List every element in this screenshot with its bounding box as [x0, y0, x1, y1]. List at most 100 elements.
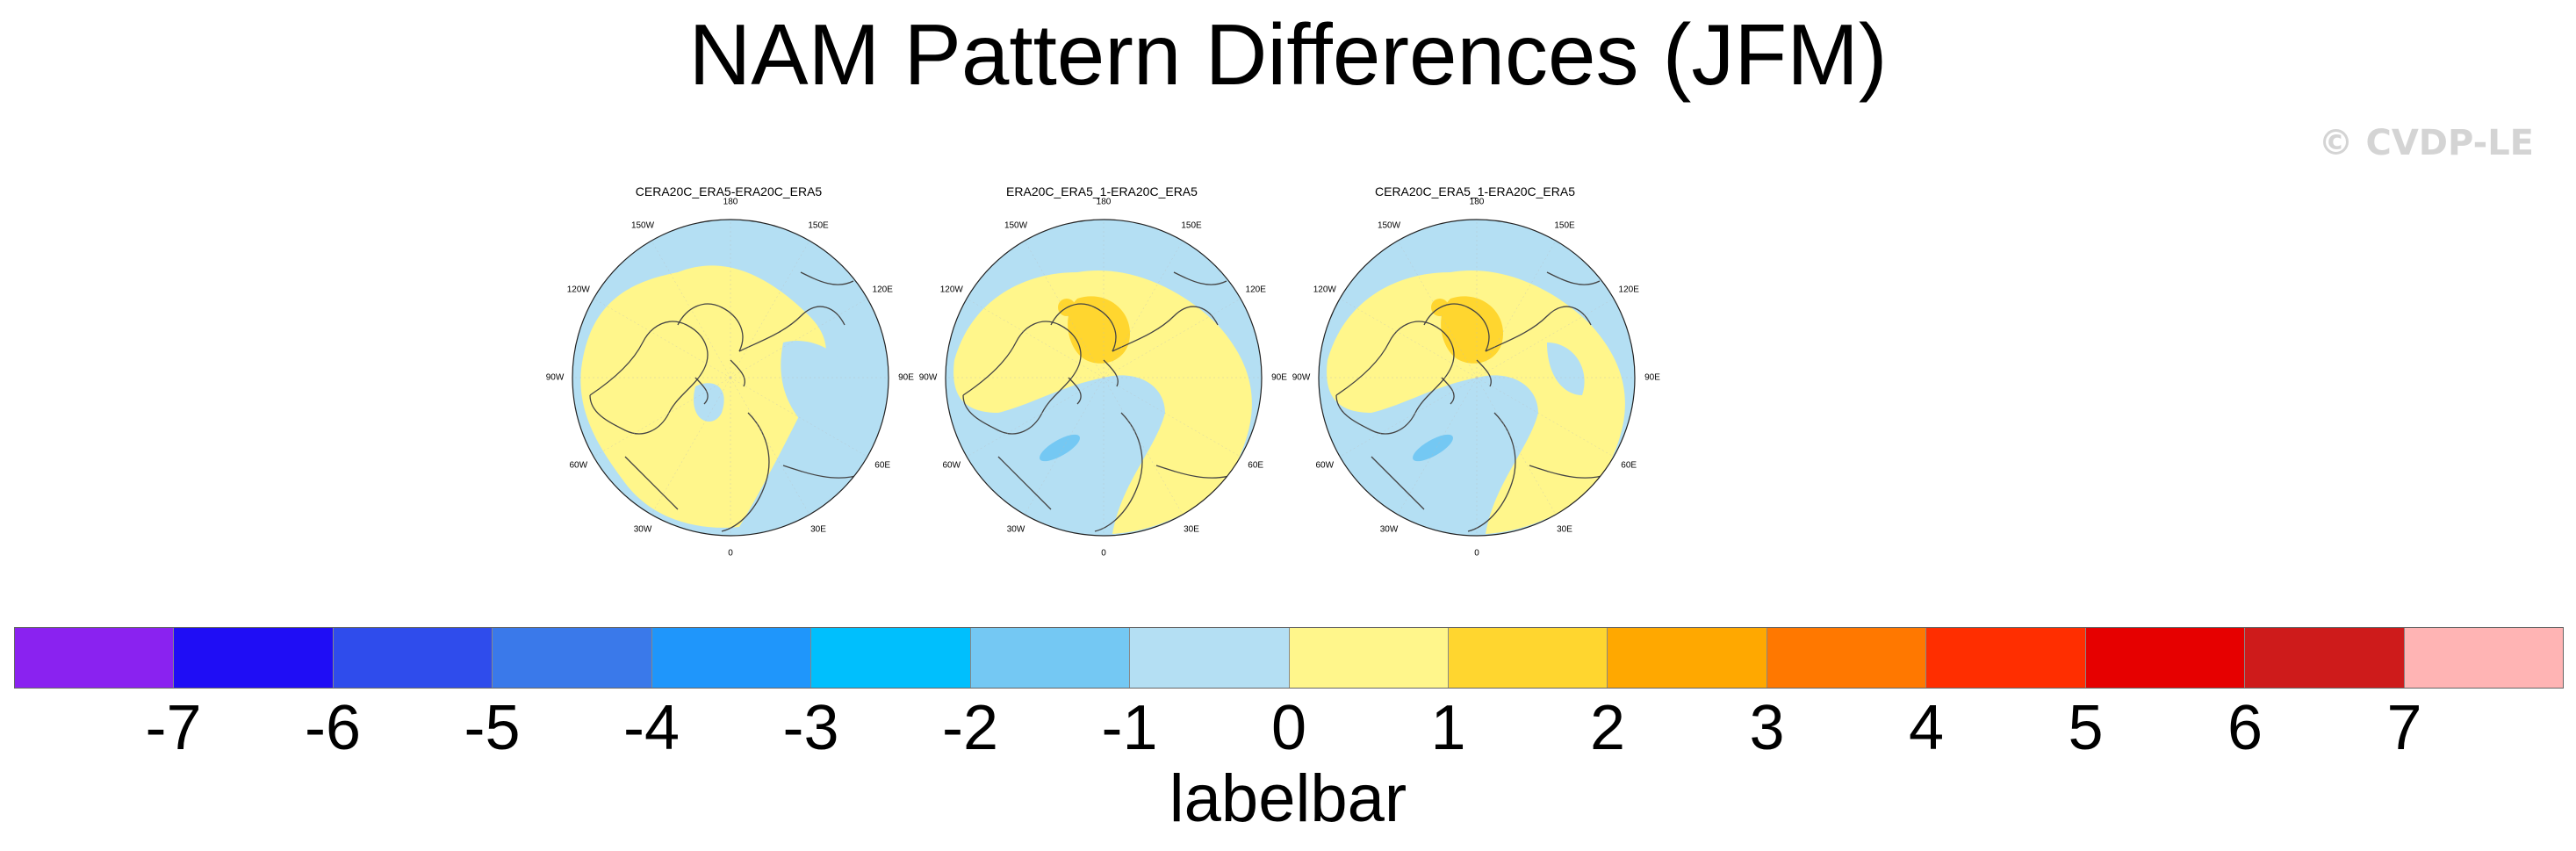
longitude-label: 180 — [723, 197, 738, 207]
colorbar-cell — [493, 628, 652, 688]
colorbar-cell — [2245, 628, 2405, 688]
meridian — [1103, 241, 1184, 379]
longitude-label: 90W — [545, 372, 565, 383]
coastline — [1050, 303, 1117, 352]
coastline — [1476, 359, 1492, 387]
longitude-label: 120E — [1618, 285, 1639, 295]
coastline — [1485, 306, 1592, 352]
colorbar-cell — [15, 628, 175, 688]
longitude-label: 60E — [1621, 460, 1637, 471]
coastline — [1112, 306, 1219, 352]
coastline — [800, 271, 854, 285]
longitude-label: 90W — [918, 372, 938, 383]
coastline — [962, 321, 1082, 435]
meridian — [1103, 298, 1241, 379]
field-positive — [953, 270, 1252, 534]
colorbar-cell — [174, 628, 334, 688]
longitude-label: 120E — [872, 285, 893, 295]
meridian — [967, 377, 1105, 458]
meridian — [1024, 241, 1105, 379]
coastline — [1068, 377, 1082, 405]
field-negative — [1547, 343, 1585, 395]
colorbar-tick-label: -3 — [782, 693, 839, 763]
longitude-label: 30E — [1557, 524, 1572, 535]
meridian — [1103, 377, 1241, 458]
coastline — [1546, 271, 1601, 285]
colorbar-cell — [1926, 628, 2086, 688]
colorbar-cell — [1448, 628, 1608, 688]
colorbar-tick-label: -1 — [1101, 693, 1158, 763]
colorbar-cell — [651, 628, 812, 688]
coastline — [1423, 303, 1490, 352]
colorbar-tick-label: 5 — [2068, 693, 2104, 763]
longitude-label: 90E — [898, 372, 914, 383]
coastline — [624, 456, 679, 510]
field-negative — [781, 341, 862, 437]
colorbar-tick-label: -7 — [145, 693, 202, 763]
longitude-label: 0 — [1101, 548, 1106, 559]
coastline — [1173, 271, 1227, 285]
longitude-label: 30E — [1184, 524, 1199, 535]
colorbar-cell — [1608, 628, 1767, 688]
colorbar-tick-label: 0 — [1270, 693, 1307, 763]
longitude-label: 120W — [1313, 285, 1336, 295]
coastline — [1371, 456, 1425, 510]
colorbar-cell — [2404, 628, 2563, 688]
longitude-label: 30E — [810, 524, 826, 535]
meridian — [1340, 377, 1478, 458]
meridian — [651, 241, 731, 379]
colorbar-tick-label: -2 — [941, 693, 999, 763]
colorbar-tick-label: 4 — [1908, 693, 1945, 763]
longitude-label: 0 — [728, 548, 733, 559]
longitude-label: 180 — [1096, 197, 1112, 207]
panel-title-2: ERA20C_ERA5_1-ERA20C_ERA5 — [1006, 184, 1198, 198]
colorbar-tick-label: 2 — [1589, 693, 1626, 763]
longitude-label: 30W — [1379, 524, 1399, 535]
colorbar-label: labelbar — [1169, 761, 1407, 836]
colorbar-cell — [1130, 628, 1290, 688]
longitude-label: 120W — [939, 285, 963, 295]
field-negative-strong — [1413, 434, 1453, 462]
coastline — [1467, 412, 1516, 532]
colorbar-tick-label: -4 — [622, 693, 680, 763]
longitude-label: 60W — [942, 460, 961, 471]
colorbar-cell — [970, 628, 1131, 688]
meridian — [1103, 377, 1184, 515]
panel-title-3: CERA20C_ERA5_1-ERA20C_ERA5 — [1375, 184, 1575, 198]
longitude-label: 180 — [1469, 197, 1485, 207]
colorbar-cell — [333, 628, 493, 688]
coastline — [997, 456, 1052, 510]
colorbar-tick-label: 3 — [1749, 693, 1785, 763]
coastline — [730, 359, 745, 387]
longitude-label: 60W — [569, 460, 588, 471]
coastline — [694, 377, 709, 405]
colorbar — [14, 627, 2564, 689]
panel-title-1: CERA20C_ERA5-ERA20C_ERA5 — [635, 184, 823, 198]
field-negative-strong — [1040, 434, 1080, 462]
longitude-label: 30W — [633, 524, 652, 535]
coastline — [589, 321, 709, 435]
colorbar-cell — [1767, 628, 1927, 688]
longitude-label: 90W — [1292, 372, 1311, 383]
coastline — [1335, 321, 1455, 435]
meridian — [967, 298, 1105, 379]
longitude-label: 150E — [808, 220, 829, 231]
coastline — [738, 306, 845, 352]
colorbar-cell — [1289, 628, 1449, 688]
colorbar-tick-label: -6 — [304, 693, 362, 763]
copyright-watermark: © CVDP-LE — [2318, 123, 2534, 163]
field-negative — [693, 383, 724, 422]
map-border — [1318, 219, 1636, 537]
meridian — [1476, 298, 1614, 379]
colorbar-tick-label: -5 — [464, 693, 521, 763]
longitude-label: 60E — [874, 460, 891, 471]
meridian — [730, 377, 810, 515]
longitude-label: 0 — [1474, 548, 1479, 559]
colorbar-cell — [811, 628, 971, 688]
longitude-label: 120E — [1245, 285, 1266, 295]
meridian — [1397, 377, 1478, 515]
coastline — [677, 303, 744, 352]
colorbar-tick-label: 6 — [2227, 693, 2263, 763]
colorbar-cell — [2085, 628, 2246, 688]
longitude-label: 150E — [1181, 220, 1202, 231]
